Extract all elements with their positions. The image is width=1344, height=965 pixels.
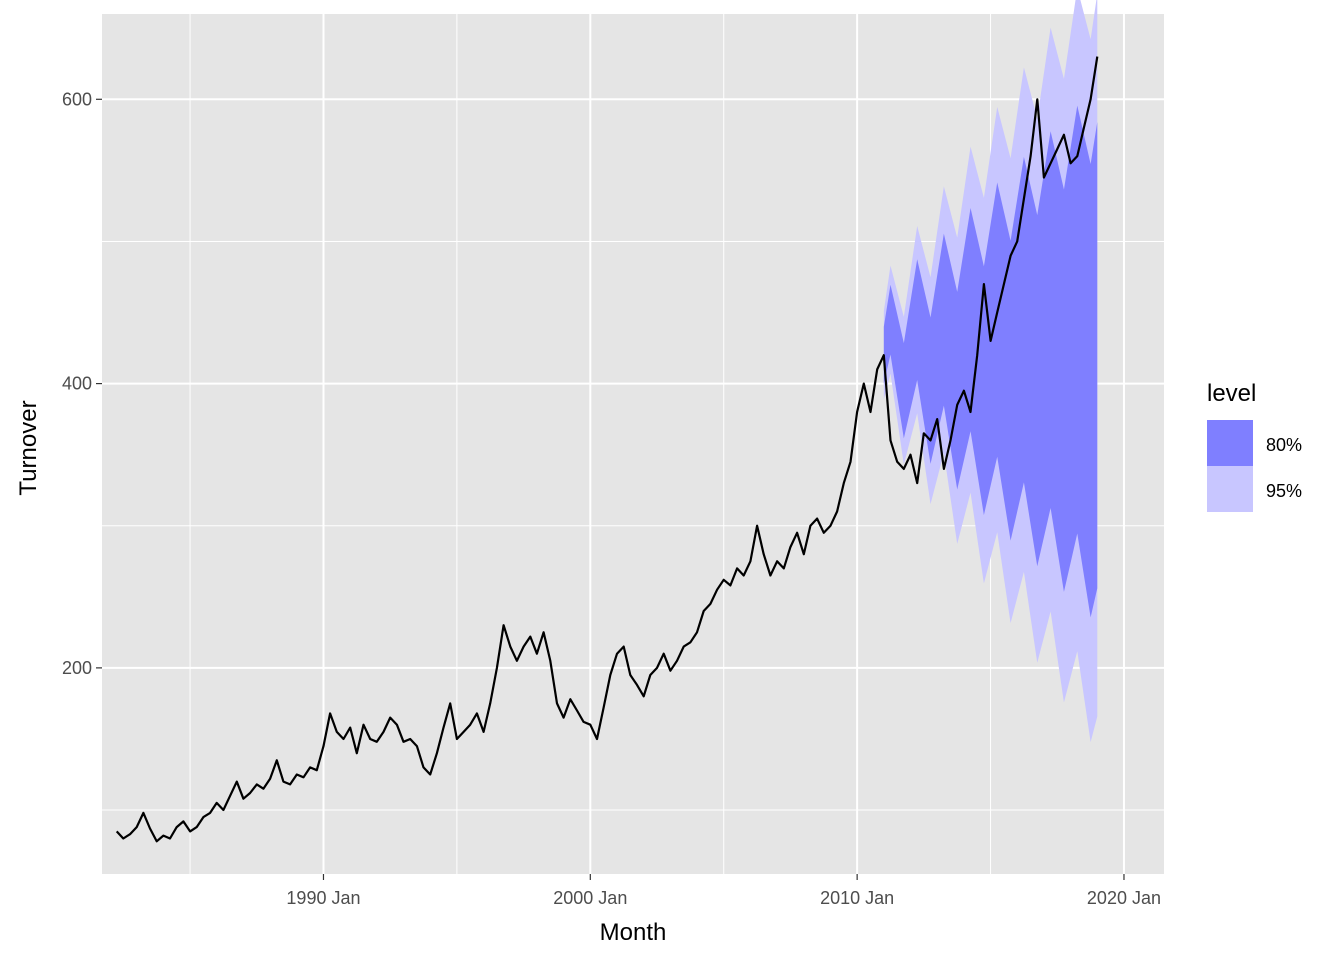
band-80 — [883, 105, 1098, 618]
x-tick-label: 2010 Jan — [820, 888, 894, 908]
legend-swatch-80 — [1207, 420, 1253, 466]
legend-title: level — [1207, 380, 1256, 407]
x-tick-label: 2000 Jan — [553, 888, 627, 908]
y-axis-title: Turnover — [15, 400, 42, 495]
legend-swatch-95 — [1207, 466, 1253, 512]
major-gridlines — [102, 14, 1164, 874]
legend: level 80% 95% — [1207, 380, 1302, 512]
legend-label-95: 95% — [1266, 481, 1302, 501]
series-lines — [115, 56, 1099, 843]
x-axis-title: Month — [600, 919, 667, 946]
x-tick-label: 2020 Jan — [1087, 888, 1161, 908]
x-tick-label: 1990 Jan — [286, 888, 360, 908]
y-axis-ticks: 200 400 600 — [62, 89, 102, 678]
legend-label-80: 80% — [1266, 435, 1302, 455]
x-axis-ticks: 1990 Jan 2000 Jan 2010 Jan 2020 Jan — [286, 874, 1161, 908]
series-line-0 — [115, 56, 1099, 843]
y-tick-label: 200 — [62, 658, 92, 678]
forecast-intervals — [883, 0, 1098, 743]
y-tick-label: 600 — [62, 89, 92, 109]
y-tick-label: 400 — [62, 374, 92, 394]
